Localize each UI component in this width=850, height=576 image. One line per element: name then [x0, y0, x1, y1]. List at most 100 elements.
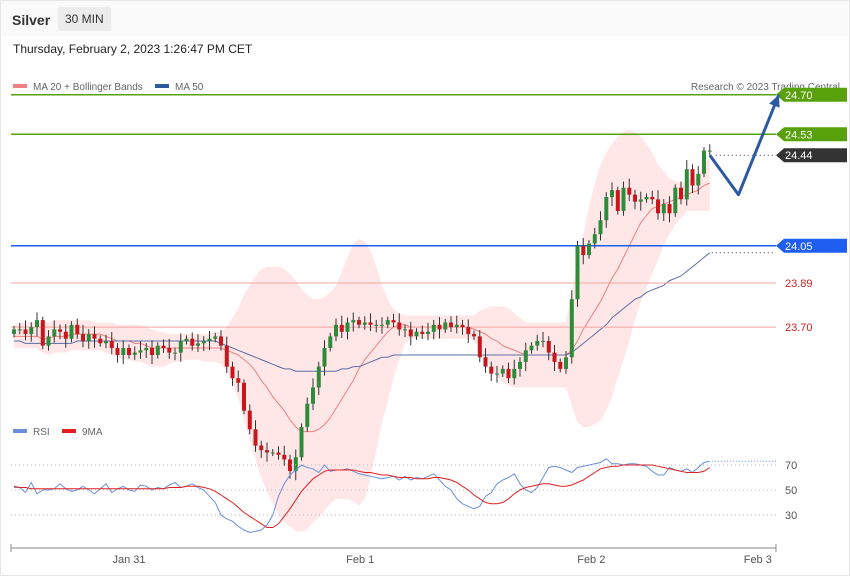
last-price-tag [776, 148, 847, 163]
candle-body [472, 334, 476, 337]
candle-body [40, 320, 45, 346]
candle-body [564, 357, 568, 369]
candle [506, 362, 511, 384]
candle [443, 319, 448, 333]
candle [552, 345, 557, 371]
candle [75, 318, 80, 339]
candle-body [374, 324, 379, 326]
legend-bollinger: MA 20 + Bollinger Bands [33, 82, 143, 93]
candle-body [518, 361, 522, 369]
candle-body [420, 331, 425, 334]
candle-body [414, 331, 419, 337]
candle [196, 334, 200, 352]
candle [184, 335, 189, 345]
legend-swatch-rsi [13, 429, 27, 433]
candle [155, 342, 160, 359]
candle [431, 319, 436, 340]
candle [339, 315, 344, 338]
candle [357, 316, 361, 329]
ma50-line [14, 252, 711, 372]
candle [707, 144, 712, 156]
candle-body [144, 348, 149, 351]
legend-rsi-ma: 9MA [82, 427, 103, 438]
rsi-level-label: 50 [785, 485, 797, 497]
support-tag [776, 238, 847, 253]
candle-body [201, 341, 206, 344]
candle [523, 342, 528, 371]
candle-body [276, 452, 281, 455]
candle-body [558, 361, 563, 369]
candle-body [213, 336, 218, 339]
candle [673, 184, 678, 217]
candle [426, 322, 430, 341]
candle [242, 379, 246, 415]
candle-body [449, 322, 453, 328]
candle [299, 423, 304, 461]
candle-body [92, 334, 97, 339]
candle [408, 321, 413, 346]
candle [598, 211, 603, 241]
candle [362, 316, 367, 330]
candle [592, 227, 597, 249]
instrument-title: Silver [12, 12, 51, 28]
price-levels: 24.70 24.53 24.44 24.05 23.89 23.70 [11, 87, 847, 334]
candle-body [98, 338, 103, 344]
chart-header: Silver 30 MIN [1, 1, 848, 36]
candle-body [23, 329, 28, 334]
candle [201, 336, 206, 351]
candle [63, 324, 68, 348]
candle [391, 313, 396, 328]
forecast-arrowhead [769, 94, 780, 108]
candle-body [150, 348, 154, 355]
candle-body [178, 341, 183, 353]
candle-body [391, 320, 396, 323]
candle-body [132, 352, 137, 355]
candle-body [81, 334, 85, 342]
candle-body [397, 322, 402, 330]
candle-body [575, 245, 580, 300]
candle-body [115, 348, 120, 355]
candle [575, 240, 580, 307]
candle-body [12, 329, 16, 334]
candle [35, 312, 39, 337]
candle-body [121, 348, 126, 355]
legend-rsi: RSI [33, 427, 50, 438]
candle [270, 449, 275, 456]
interval-badge[interactable]: 30 MIN [58, 7, 111, 31]
candle [46, 330, 51, 351]
candle-body [437, 324, 442, 330]
candle [127, 344, 131, 359]
candle-body [403, 329, 407, 331]
candle-body [69, 324, 74, 339]
candle-body [673, 187, 678, 214]
candle [380, 317, 384, 334]
candle-body [253, 429, 258, 446]
candle-body [127, 348, 131, 355]
candle [167, 338, 172, 359]
candle [253, 420, 258, 452]
candle-body [529, 345, 534, 351]
resistance-tag [776, 87, 847, 102]
candle-body [460, 324, 465, 328]
x-tick-label: Feb 3 [744, 554, 772, 566]
candle-body [604, 197, 609, 221]
candle [132, 346, 137, 360]
candle-body [368, 322, 373, 325]
candle [569, 290, 574, 364]
candle-body [385, 320, 390, 325]
candle [190, 332, 195, 351]
x-axis: Jan 31 Feb 1 Feb 2 Feb 3 [10, 544, 777, 566]
candle [23, 320, 28, 341]
candle-body [322, 348, 327, 367]
candle-body [592, 234, 597, 244]
legend-ma50: MA 50 [175, 82, 204, 93]
resistance-tag [776, 127, 847, 142]
candle [615, 186, 620, 215]
candle [546, 336, 551, 361]
candle-body [684, 169, 689, 200]
candle-body [650, 197, 655, 200]
candle-body [500, 368, 505, 374]
candle-body [328, 336, 333, 348]
candle-body [35, 320, 39, 328]
